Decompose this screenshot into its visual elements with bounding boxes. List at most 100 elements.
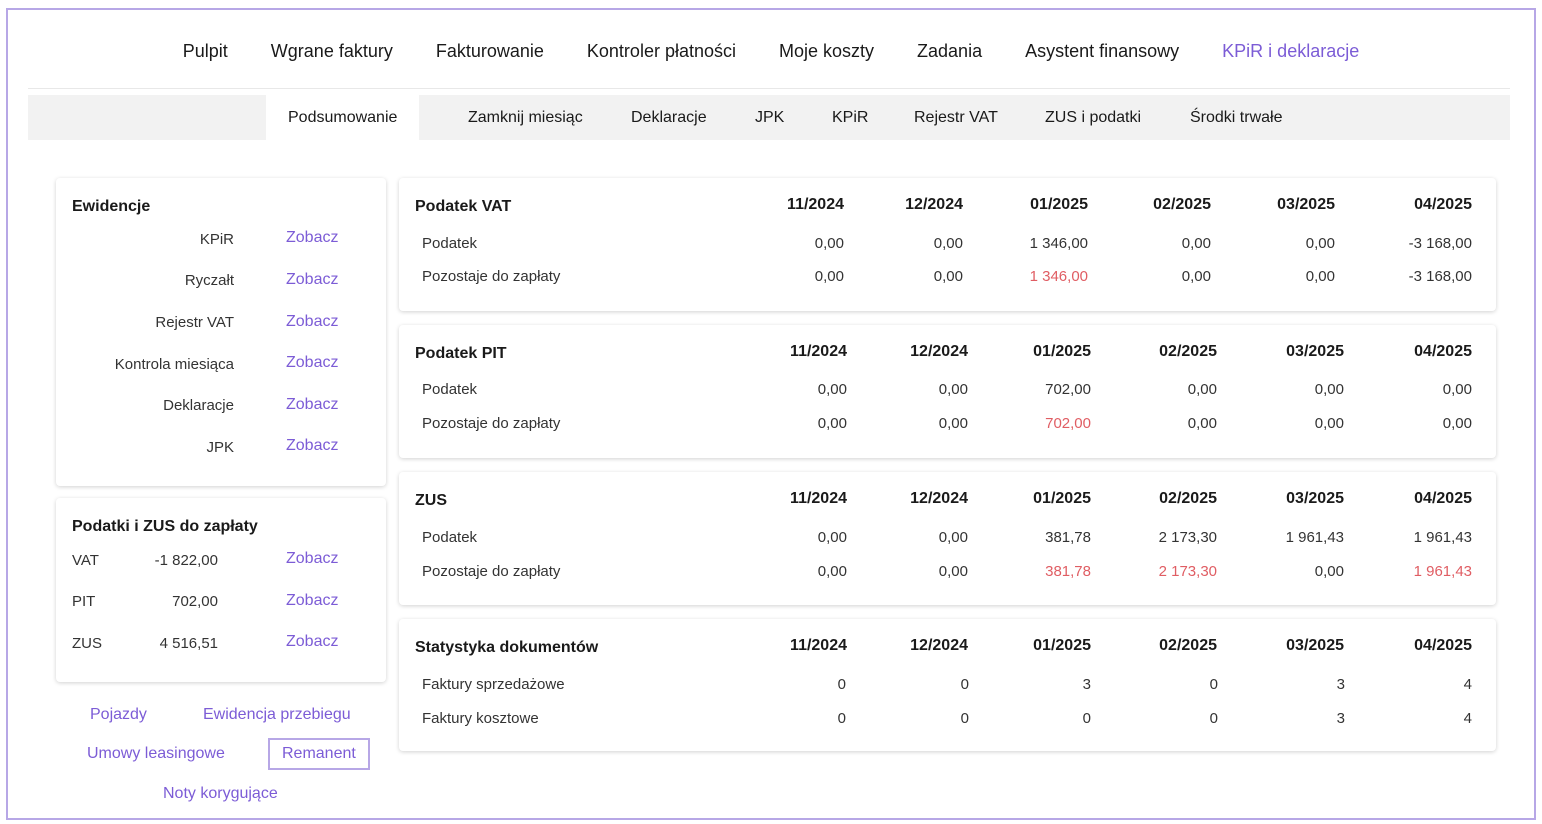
pit-cell: 0,00 [1187,415,1217,432]
zus-cell: 2 173,30 [1158,529,1217,546]
pit-table-title: Podatek PIT [415,345,507,362]
tab-rejestr-vat[interactable]: Rejestr VAT [914,109,998,126]
stat-row-label: Faktury sprzedażowe [422,676,565,693]
zobacz-rejestr-vat-link[interactable]: Zobacz [286,313,339,330]
vat-month-col: 12/2024 [905,196,963,213]
nav-pulpit[interactable]: Pulpit [182,40,228,61]
noty-korygujace-link[interactable]: Noty korygujące [163,785,278,802]
main-nav: Pulpit Wgrane faktury Fakturowanie Kontr… [8,10,1534,90]
stat-row-label: Faktury kosztowe [422,710,539,727]
app-frame: Pulpit Wgrane faktury Fakturowanie Kontr… [6,8,1536,820]
pit-month-col: 02/2025 [1159,343,1217,360]
stat-table-card: Statystyka dokumentów 11/2024 12/2024 01… [399,619,1496,751]
tab-zamknij-miesiac[interactable]: Zamknij miesiąc [468,109,583,126]
pojazdy-link[interactable]: Pojazdy [90,706,147,723]
stat-cell: 3 [1336,710,1345,727]
zobacz-jpk-link[interactable]: Zobacz [286,437,339,454]
zobacz-ryczalt-link[interactable]: Zobacz [286,271,339,288]
zobacz-kontrola-link[interactable]: Zobacz [286,354,339,371]
zobacz-vat-link[interactable]: Zobacz [286,550,339,567]
payment-amount-pit: 702,00 [172,593,218,610]
pit-cell: 0,00 [817,415,847,432]
zobacz-deklaracje-link[interactable]: Zobacz [286,396,339,413]
zobacz-pit-link[interactable]: Zobacz [286,592,339,609]
pit-cell: 0,00 [1314,415,1344,432]
pit-cell: 0,00 [1314,381,1344,398]
nav-wgrane-faktury[interactable]: Wgrane faktury [270,40,393,61]
stat-cell: 3 [1082,676,1091,693]
zus-month-col: 12/2024 [910,490,968,507]
payment-name-vat: VAT [72,552,99,569]
vat-month-col: 03/2025 [1277,196,1335,213]
payment-name-zus: ZUS [72,635,102,652]
ewidencja-przebiegu-link[interactable]: Ewidencja przebiegu [203,706,351,723]
vat-cell: 0,00 [1305,268,1335,285]
vat-cell: 0,00 [1181,268,1211,285]
tab-kpir[interactable]: KPiR [832,109,869,126]
stat-cell: 0 [1082,710,1091,727]
pit-month-col: 03/2025 [1286,343,1344,360]
stat-cell: 0 [837,676,846,693]
tab-podsumowanie[interactable]: Podsumowanie [266,95,420,140]
pit-month-col: 04/2025 [1414,343,1472,360]
zus-month-col: 01/2025 [1033,490,1091,507]
stat-cell: 0 [837,710,846,727]
pit-cell: 0,00 [1442,381,1472,398]
nav-kontroler-platnosci[interactable]: Kontroler płatności [586,40,736,61]
vat-cell: -3 168,00 [1408,235,1472,252]
stat-table-title: Statystyka dokumentów [415,639,599,656]
zus-cell: 381,78 [1045,529,1091,546]
vat-cell-due: 1 346,00 [1029,268,1088,285]
zus-cell: 0,00 [817,529,847,546]
payment-name-pit: PIT [72,593,96,610]
umowy-leasingowe-link[interactable]: Umowy leasingowe [87,745,225,762]
stat-cell: 3 [1336,676,1345,693]
ewidencja-label-jpk: JPK [206,439,234,456]
zus-cell-due: 2 173,30 [1158,563,1217,580]
vat-cell: -3 168,00 [1408,268,1472,285]
zus-month-col: 02/2025 [1159,490,1217,507]
zus-row-label: Podatek [422,529,478,546]
vat-table-title: Podatek VAT [415,198,512,215]
nav-kpir-deklaracje[interactable]: KPiR i deklaracje [1222,40,1360,61]
zus-month-col: 04/2025 [1414,490,1472,507]
stat-month-col: 11/2024 [790,637,847,654]
stat-month-col: 01/2025 [1033,637,1091,654]
vat-month-col: 01/2025 [1030,196,1088,213]
vat-table-card: Podatek VAT 11/2024 12/2024 01/2025 02/2… [399,178,1496,311]
pit-cell: 0,00 [938,381,968,398]
tab-zus-podatki[interactable]: ZUS i podatki [1045,109,1142,126]
nav-fakturowanie[interactable]: Fakturowanie [435,40,544,61]
nav-zadania[interactable]: Zadania [917,40,983,61]
remanent-button[interactable]: Remanent [268,738,370,770]
vat-cell: 0,00 [1305,235,1335,252]
tab-srodki-trwale[interactable]: Środki trwałe [1190,109,1283,126]
zus-table-card: ZUS 11/2024 12/2024 01/2025 02/2025 03/2… [399,472,1496,605]
ewidencje-card: Ewidencje KPiR Zobacz Ryczałt Zobacz Rej… [56,178,386,486]
nav-divider [28,88,1510,89]
ewidencja-label-deklaracje: Deklaracje [163,397,234,414]
zus-cell: 0,00 [1314,563,1344,580]
zobacz-zus-link[interactable]: Zobacz [286,633,339,650]
stat-cell: 4 [1463,710,1472,727]
stat-cell: 0 [960,710,969,727]
stat-cell: 0 [1209,676,1218,693]
stat-cell: 0 [1209,710,1218,727]
zobacz-kpir-link[interactable]: Zobacz [286,229,339,246]
vat-month-col: 04/2025 [1414,196,1472,213]
payments-card: Podatki i ZUS do zapłaty VAT -1 822,00 Z… [56,498,386,682]
vat-cell: 1 346,00 [1029,235,1088,252]
vat-month-col: 11/2024 [787,196,844,213]
zus-cell: 0,00 [938,563,968,580]
tab-jpk[interactable]: JPK [755,109,785,126]
nav-asystent-finansowy[interactable]: Asystent finansowy [1025,40,1180,61]
nav-moje-koszty[interactable]: Moje koszty [779,40,875,61]
pit-month-col: 11/2024 [790,343,847,360]
pit-month-col: 01/2025 [1033,343,1091,360]
pit-cell: 702,00 [1045,381,1091,398]
tab-deklaracje[interactable]: Deklaracje [631,109,707,126]
vat-cell: 0,00 [814,268,844,285]
pit-row-label: Pozostaje do zapłaty [422,415,561,432]
vat-row-label: Pozostaje do zapłaty [422,268,561,285]
zus-cell: 0,00 [817,563,847,580]
